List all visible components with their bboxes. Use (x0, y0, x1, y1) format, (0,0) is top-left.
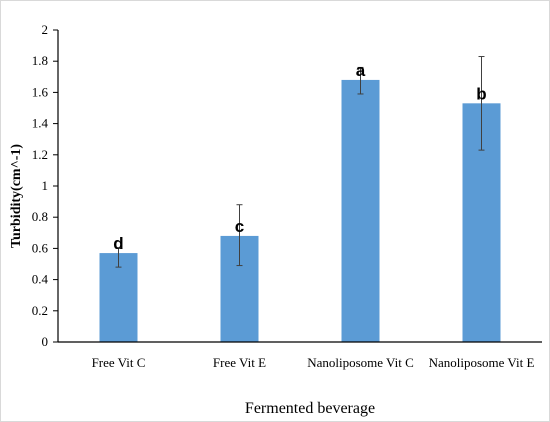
y-tick-label: 1.4 (32, 116, 49, 131)
data-label: a (356, 61, 366, 80)
x-tick-label: Free Vit C (92, 355, 146, 370)
y-tick-label: 1.8 (32, 53, 48, 68)
y-tick-label: 0.8 (32, 209, 48, 224)
data-label: b (476, 84, 486, 103)
y-tick-label: 1.2 (32, 147, 48, 162)
y-tick-label: 0.4 (32, 272, 49, 287)
bar (99, 253, 138, 342)
y-axis-ticks: 0 0.2 0.4 0.6 0.8 1 1.2 1.4 1.6 1.8 2 (32, 22, 58, 349)
error-bars (115, 56, 485, 268)
y-tick-label: 0.2 (32, 303, 48, 318)
y-axis-title: Turbidity(cm^-1) (9, 144, 24, 248)
x-tick-label: Nanoliposome Vit E (429, 355, 535, 370)
x-tick-label: Free Vit E (213, 355, 266, 370)
y-tick-label: 0.6 (32, 240, 49, 255)
y-tick-label: 0 (42, 334, 49, 349)
data-labels: d c a b (113, 61, 486, 253)
x-axis-title: Fermented beverage (245, 400, 375, 417)
y-tick-label: 1 (42, 178, 49, 193)
bars (99, 79, 501, 343)
bar (341, 79, 380, 343)
x-axis-ticks: Free Vit C Free Vit E Nanoliposome Vit C Na… (92, 355, 535, 370)
y-tick-label: 1.6 (32, 84, 49, 99)
data-label: c (235, 217, 244, 236)
data-label: d (113, 234, 123, 253)
y-tick-label: 2 (42, 22, 49, 37)
x-tick-label: Nanoliposome Vit C (307, 355, 414, 370)
